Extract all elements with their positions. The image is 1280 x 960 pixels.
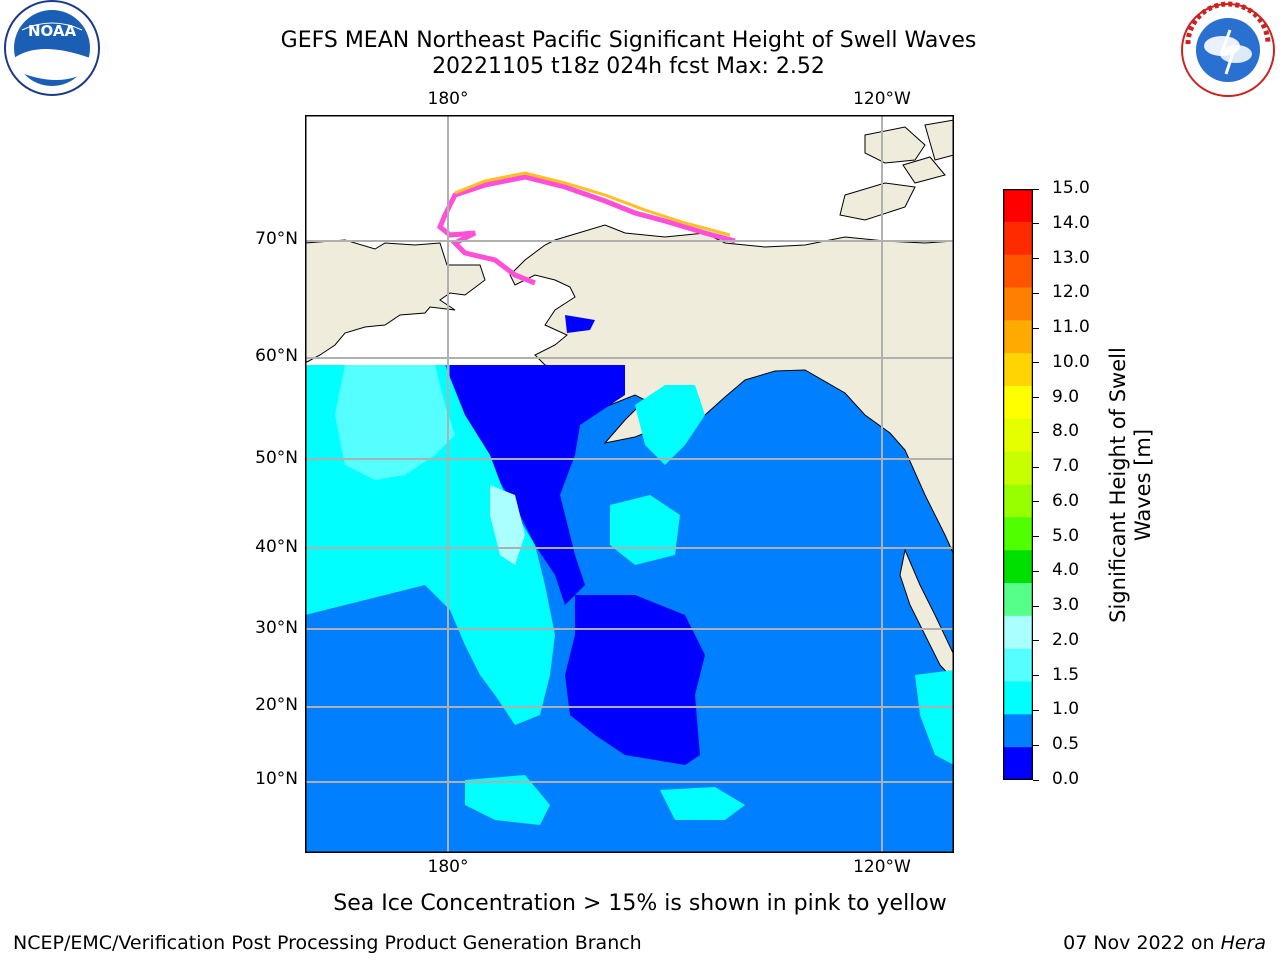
colorbar-segment — [1003, 517, 1033, 551]
colorbar-segment — [1003, 747, 1033, 780]
colorbar-segment — [1003, 418, 1033, 453]
swell-0-0.5-west — [450, 365, 625, 605]
lat-label-30n: 30°N — [255, 618, 298, 638]
colorbar-segment — [1003, 451, 1033, 485]
colorbar-tick-mark — [1033, 258, 1039, 260]
colorbar-tick-mark — [1033, 501, 1039, 503]
swell-1.0-1.5-east — [915, 670, 954, 765]
colorbar-tick-mark — [1033, 744, 1039, 746]
colorbar-tick-mark — [1033, 362, 1039, 364]
colorbar-tick-mark — [1033, 640, 1039, 642]
colorbar-tick-label: 5.0 — [1052, 525, 1080, 546]
colorbar-segment — [1003, 714, 1033, 748]
colorbar-tick-mark — [1033, 292, 1039, 294]
colorbar-tick-label: 14.0 — [1052, 212, 1090, 233]
colorbar-tick-label: 9.0 — [1052, 386, 1080, 407]
colorbar-border — [1003, 189, 1033, 780]
colorbar-tick-mark — [1033, 675, 1039, 677]
lon-label-bottom-120w: 120°W — [853, 857, 911, 877]
colorbar-tick-label: 15.0 — [1052, 178, 1090, 198]
colorbar-tick-mark — [1033, 536, 1039, 538]
colorbar-segment — [1003, 221, 1033, 256]
colorbar-segment — [1003, 550, 1033, 584]
lon-label-top-120w: 120°W — [853, 89, 911, 109]
nws-logo — [1178, 0, 1280, 100]
colorbar-tick-label: 10.0 — [1052, 351, 1090, 372]
noaa-logo: NOAA — [0, 0, 104, 100]
colorbar-tick-label: 12.0 — [1052, 282, 1090, 303]
colorbar-tick-label: 7.0 — [1052, 456, 1080, 477]
colorbar-segment — [1003, 320, 1033, 354]
colorbar-tick-label: 3.0 — [1052, 595, 1080, 616]
colorbar-tick-label: 0.5 — [1052, 734, 1080, 755]
colorbar-segment — [1003, 353, 1033, 387]
noaa-text: NOAA — [28, 22, 77, 40]
colorbar-tick-mark — [1033, 327, 1039, 329]
colorbar-tick-mark — [1033, 188, 1039, 190]
colorbar-tick-mark — [1033, 223, 1039, 225]
colorbar-tick-mark — [1033, 779, 1039, 781]
sea-ice-inner — [454, 171, 731, 237]
chart-subtitle: 20221105 t18z 024h fcst Max: 2.52 — [432, 54, 825, 79]
land-siberia — [305, 239, 486, 364]
colorbar-tick-mark — [1033, 397, 1039, 399]
colorbar-tick-label: 1.5 — [1052, 664, 1080, 685]
colorbar-tick-label: 1.0 — [1052, 699, 1080, 720]
sea-ice-caption: Sea Ice Concentration > 15% is shown in … — [333, 891, 947, 916]
colorbar-segment — [1003, 189, 1033, 223]
colorbar-tick-mark — [1033, 431, 1039, 433]
colorbar-tick-label: 6.0 — [1052, 490, 1080, 511]
lat-label-40n: 40°N — [255, 537, 298, 557]
lat-label-10n: 10°N — [255, 769, 298, 789]
colorbar-tick-label: 11.0 — [1052, 317, 1090, 338]
land-arctic-islands — [839, 119, 954, 221]
colorbar — [1003, 189, 1033, 780]
colorbar-tick-mark — [1033, 605, 1039, 607]
footer-date: 07 Nov 2022 on — [1063, 932, 1221, 954]
lat-label-50n: 50°N — [255, 448, 298, 468]
colorbar-segment — [1003, 648, 1033, 682]
footer-host: Hera — [1220, 932, 1266, 954]
colorbar-tick-label: 0.0 — [1052, 769, 1080, 789]
lat-label-60n: 60°N — [255, 346, 298, 366]
lat-label-20n: 20°N — [255, 695, 298, 715]
colorbar-tick-label: 2.0 — [1052, 629, 1080, 650]
colorbar-label-line1: Significant Height of Swell — [1106, 347, 1130, 623]
sea-ice-edge — [436, 174, 736, 286]
swell-1.0-1.5-gulf — [635, 385, 705, 465]
land-alaska-canada — [509, 224, 954, 556]
colorbar-label-line2: Waves [m] — [1131, 428, 1155, 542]
colorbar-tick-label: 8.0 — [1052, 421, 1080, 442]
colorbar-segment — [1003, 583, 1033, 617]
colorbar-segment — [1003, 386, 1033, 420]
colorbar-tick-mark — [1033, 570, 1039, 572]
colorbar-tick-mark — [1033, 709, 1039, 711]
colorbar-tick-label: 13.0 — [1052, 247, 1090, 268]
swell-1.0-1.5-south-band — [465, 775, 745, 825]
graticule — [305, 115, 954, 853]
colorbar-tick-mark — [1033, 466, 1039, 468]
map-panel — [305, 115, 954, 853]
colorbar-segment — [1003, 287, 1033, 321]
colorbar-tick-label: 4.0 — [1052, 560, 1080, 581]
lon-label-top-180: 180° — [427, 89, 469, 109]
colorbar-segment — [1003, 254, 1033, 288]
swell-0-0.5-south — [565, 595, 705, 765]
lon-label-bottom-180: 180° — [427, 857, 469, 877]
colorbar-segment — [1003, 681, 1033, 715]
lat-label-70n: 70°N — [255, 229, 298, 249]
swell-1.5-2.0-west — [335, 365, 455, 480]
colorbar-segment — [1003, 615, 1033, 650]
footer-right: 07 Nov 2022 on Hera — [1063, 932, 1266, 954]
footer-left: NCEP/EMC/Verification Post Processing Pr… — [13, 932, 642, 954]
swell-2.0-3.0-west — [490, 485, 525, 565]
colorbar-segment — [1003, 484, 1033, 518]
chart-title: GEFS MEAN Northeast Pacific Significant … — [280, 28, 977, 53]
